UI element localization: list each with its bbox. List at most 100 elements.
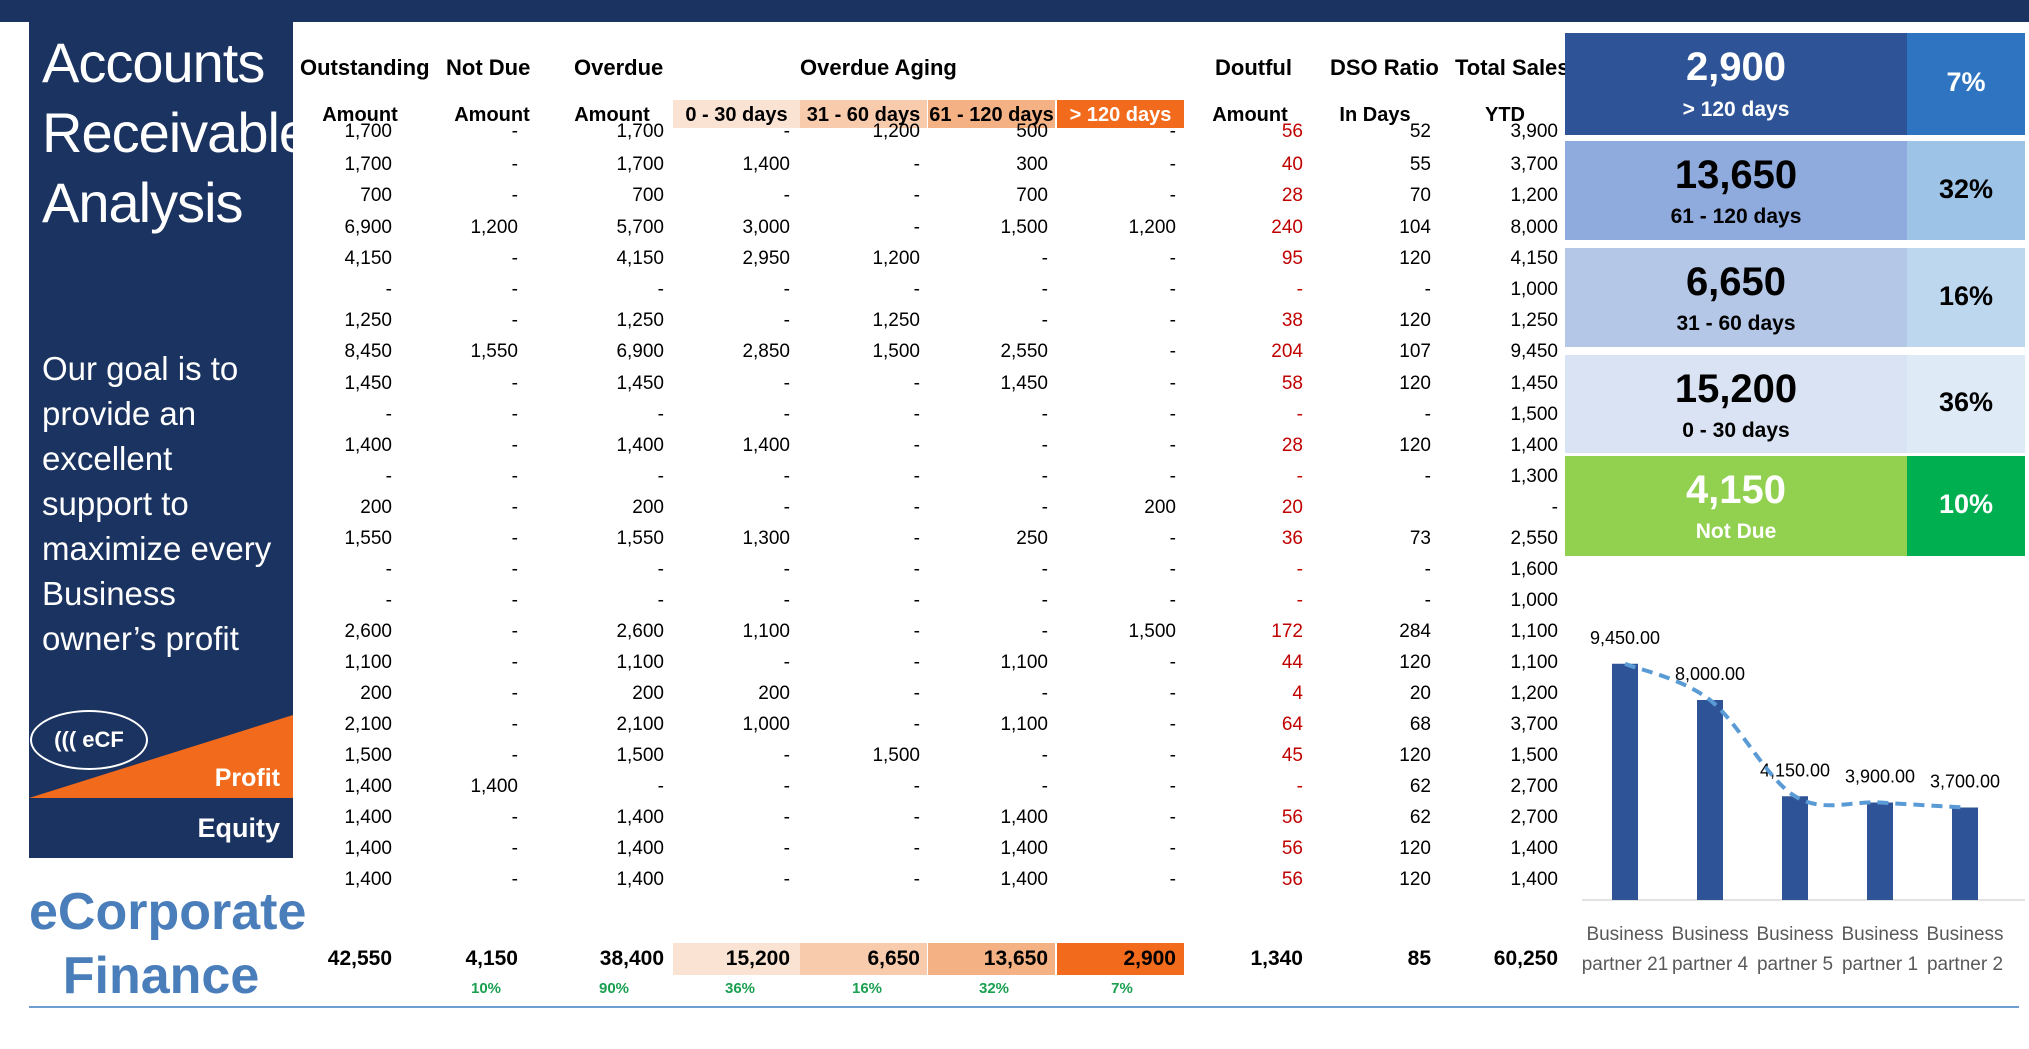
table-cell: 120 (1399, 435, 1431, 456)
table-cell: - (511, 869, 518, 890)
card-label: 31 - 60 days (1676, 312, 1796, 335)
table-cell: - (1169, 404, 1176, 425)
table-cell: 1,250 (1510, 310, 1558, 331)
logo-text: ((( eCF (54, 727, 124, 752)
table-cell: 2,600 (344, 621, 392, 642)
table-cell: - (511, 466, 518, 487)
table-cell: - (1169, 590, 1176, 611)
table-cell: 1,400 (1000, 869, 1048, 890)
table-cell: 2,950 (742, 248, 790, 269)
table-cell: - (511, 279, 518, 300)
chart-data-label: 3,700.00 (1930, 772, 2000, 792)
table-cell: 2,850 (742, 341, 790, 362)
table-cell: - (385, 466, 392, 487)
table-cell: 1,700 (616, 154, 664, 175)
table-cell: - (913, 776, 920, 797)
chart-category-label: partner 2 (1927, 954, 2003, 975)
table-cell: 1,400 (344, 435, 392, 456)
table-cell: 56 (1281, 869, 1303, 890)
profit-triangle (29, 715, 293, 798)
table-cell: 52 (1409, 121, 1431, 142)
table-cell: - (511, 154, 518, 175)
table-cell: - (511, 248, 518, 269)
table-cell: 200 (1144, 497, 1176, 518)
chart-data-label: 3,900.00 (1845, 767, 1915, 787)
card-percent: 36% (1938, 387, 1994, 417)
brand-line: Finance (62, 947, 260, 1005)
table-cell: 2,100 (616, 714, 664, 735)
card-percent: 16% (1938, 280, 1994, 311)
table-cell: 45 (1281, 745, 1303, 766)
table-cell: - (1424, 590, 1431, 611)
table-cell: 200 (632, 497, 664, 518)
table-cell: - (913, 217, 920, 238)
table-cell: 120 (1399, 745, 1431, 766)
table-cell: 120 (1399, 248, 1431, 269)
table-cell: - (1169, 279, 1176, 300)
table-cell: 28 (1281, 185, 1303, 206)
table-cell: - (1041, 776, 1048, 797)
subheader-overdue: Amount (574, 104, 650, 126)
table-cell: 1,400 (1000, 838, 1048, 859)
table-cell: 107 (1399, 341, 1431, 362)
card-value: 15,200 (1674, 367, 1798, 411)
total-percent: 32% (978, 980, 1010, 997)
table-cell: - (511, 373, 518, 394)
card-value: 6,650 (1685, 260, 1787, 304)
table-cell: 700 (1016, 185, 1048, 206)
table-cell: - (1041, 590, 1048, 611)
table-cell: - (385, 590, 392, 611)
table-cell: 1,550 (616, 528, 664, 549)
chart-bar (1952, 807, 1978, 900)
table-cell: 240 (1271, 217, 1303, 238)
table-cell: - (913, 652, 920, 673)
table-cell: 1,500 (872, 341, 920, 362)
table-cell: - (783, 869, 790, 890)
table-cell: - (783, 310, 790, 331)
table-cell: - (913, 528, 920, 549)
table-cell: 284 (1399, 621, 1431, 642)
table-cell: - (385, 404, 392, 425)
aging-header-band (800, 100, 927, 128)
table-cell: 1,200 (872, 121, 920, 142)
table-cell: 2,600 (616, 621, 664, 642)
table-cell: - (657, 590, 664, 611)
table-cell: - (657, 279, 664, 300)
table-cell: 1,500 (344, 745, 392, 766)
profit-label: Profit (214, 764, 280, 792)
total-cell: 2,900 (1123, 947, 1176, 970)
chart-category-label: partner 4 (1672, 954, 1748, 975)
table-cell: - (385, 279, 392, 300)
table-cell: - (511, 310, 518, 331)
table-cell: 4 (1292, 683, 1303, 704)
aging-card: 4,150 Not Due (1565, 456, 1907, 556)
table-cell: - (511, 497, 518, 518)
table-cell: - (913, 559, 920, 580)
table-cell: 1,400 (344, 869, 392, 890)
table-cell: - (511, 121, 518, 142)
table-cell: - (1169, 248, 1176, 269)
table-cell: - (783, 185, 790, 206)
table-cell: 44 (1281, 652, 1303, 673)
header-doubtful: Doutful (1215, 55, 1292, 80)
table-cell: 1,200 (1510, 185, 1558, 206)
table-cell: 9,450 (1510, 341, 1558, 362)
subheader-sales: YTD (1485, 104, 1525, 126)
table-cell: - (1169, 341, 1176, 362)
table-cell: - (511, 621, 518, 642)
table-cell: 56 (1281, 807, 1303, 828)
table-cell: 204 (1271, 341, 1303, 362)
table-cell: - (1169, 652, 1176, 673)
table-cell: - (1041, 310, 1048, 331)
table-cell: 1,200 (872, 248, 920, 269)
table-cell: 1,100 (742, 621, 790, 642)
table-cell: - (783, 497, 790, 518)
brand-line: eCorporate (29, 883, 307, 941)
table-cell: 2,550 (1000, 341, 1048, 362)
total-cell: 38,400 (599, 947, 664, 970)
table-cell: 250 (1016, 528, 1048, 549)
goal-line: excellent (42, 440, 173, 477)
card-value: 2,900 (1685, 45, 1787, 89)
card-label: Not Due (1695, 520, 1777, 543)
table-cell: 1,550 (470, 341, 518, 362)
